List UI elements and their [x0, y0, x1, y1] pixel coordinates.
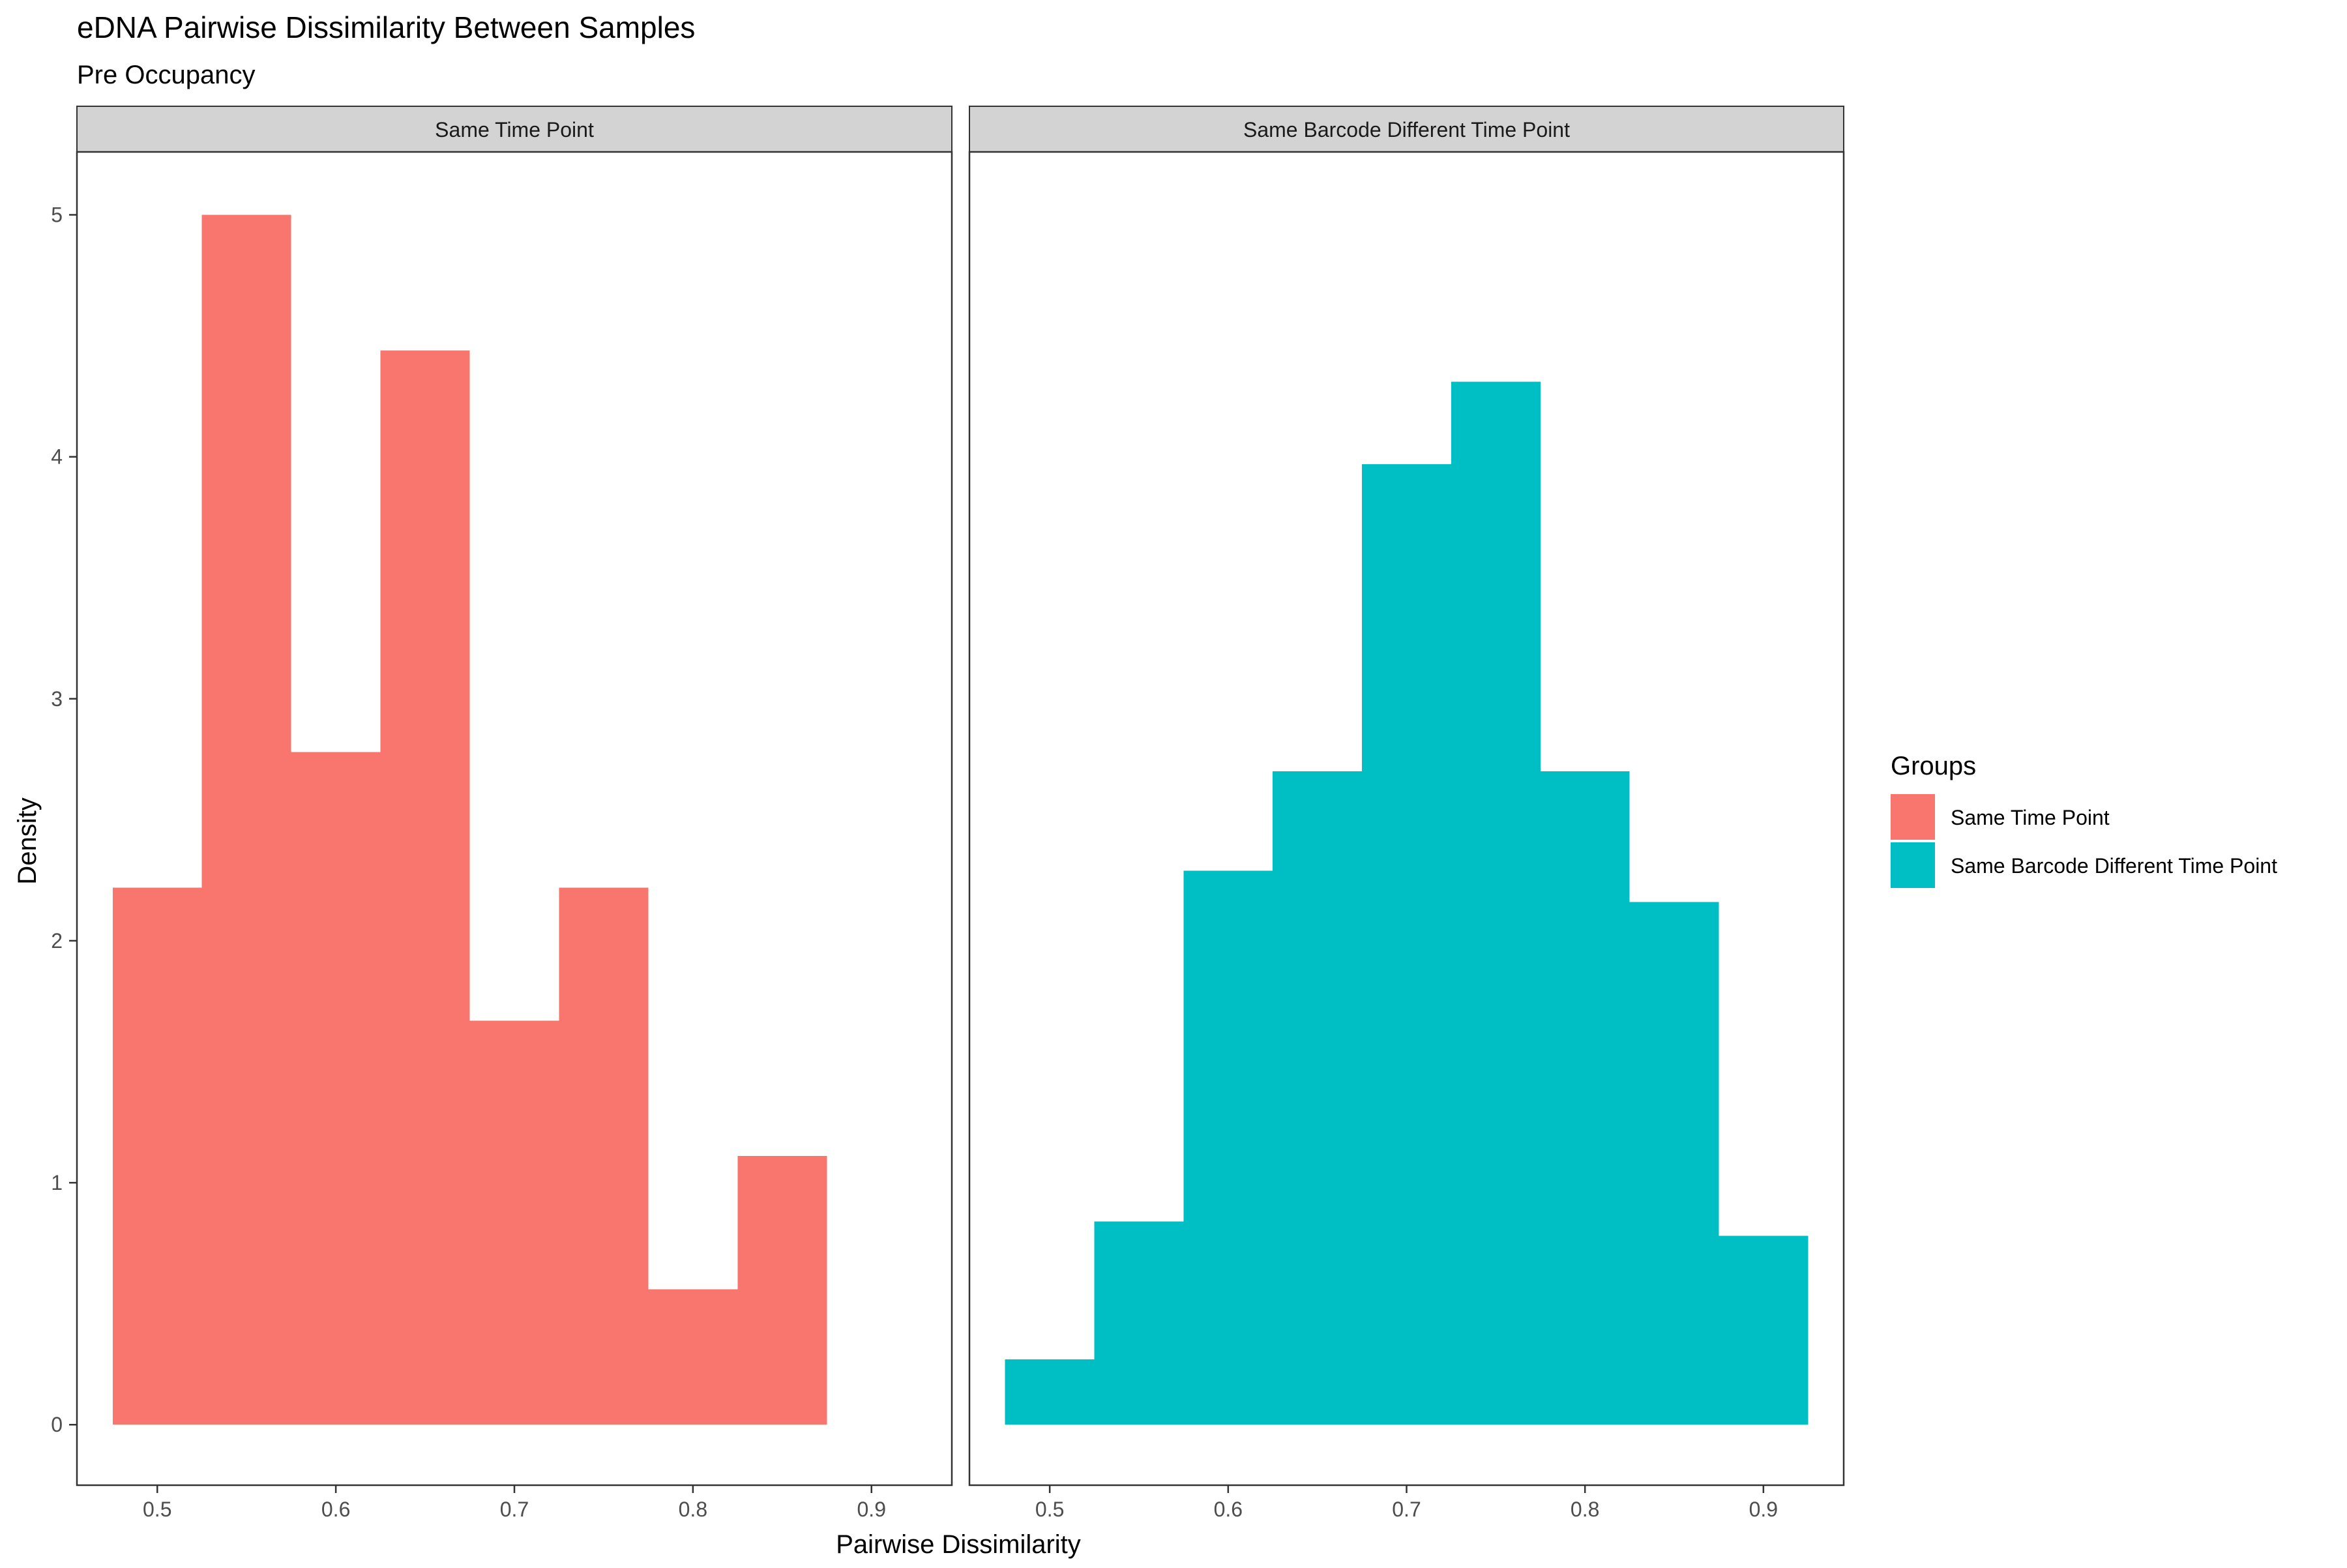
histogram-bar — [1094, 1221, 1184, 1425]
histogram-bar — [291, 752, 381, 1425]
histogram-bar — [380, 350, 470, 1425]
facet-strip-label: Same Barcode Different Time Point — [1243, 118, 1570, 141]
histogram-bar — [1183, 870, 1273, 1425]
legend-item: Same Barcode Different Time Point — [1891, 842, 2277, 888]
histogram-bar — [648, 1289, 738, 1425]
x-tick-label: 0.5 — [143, 1498, 171, 1521]
facet-strip-label: Same Time Point — [435, 118, 594, 141]
x-tick-label: 0.5 — [1035, 1498, 1064, 1521]
histogram-bar — [1005, 1359, 1095, 1425]
histogram-bar — [1451, 381, 1541, 1425]
legend-swatch — [1891, 794, 1935, 840]
histogram-bar — [1273, 771, 1363, 1425]
legend: Groups Same Time Point Same Barcode Diffe… — [1891, 752, 2277, 888]
y-tick-label: 1 — [51, 1171, 63, 1194]
histogram-bar — [1629, 902, 1719, 1425]
histogram-bar — [1719, 1235, 1808, 1425]
x-tick-label: 0.8 — [679, 1498, 707, 1521]
facet-strip — [969, 106, 1844, 153]
facet-strip — [76, 106, 952, 153]
y-tick-label: 5 — [51, 203, 63, 226]
histogram-bar — [737, 1156, 827, 1425]
x-tick-label: 0.6 — [321, 1498, 350, 1521]
y-tick-label: 4 — [51, 445, 63, 469]
legend-label: Same Time Point — [1951, 806, 2110, 829]
x-tick-label: 0.6 — [1214, 1498, 1243, 1521]
histogram-bar — [1362, 464, 1451, 1425]
facet-panel: Same Barcode Different Time Point 0.5 0.6 0… — [968, 106, 1845, 1521]
histogram-bar — [201, 214, 291, 1425]
x-axis-title: Pairwise Dissimilarity — [836, 1530, 1081, 1559]
y-axis-title: Density — [13, 797, 42, 884]
x-tick-label: 0.7 — [500, 1498, 529, 1521]
histogram-bar — [559, 887, 649, 1425]
facet-panel: Same Time Point 0.5 0.6 0.7 0.8 0.9 — [76, 106, 953, 1521]
x-tick-label: 0.9 — [1749, 1498, 1778, 1521]
histogram-bar — [469, 1020, 559, 1425]
y-tick-label: 3 — [51, 687, 63, 711]
legend-swatch — [1891, 842, 1935, 888]
legend-title: Groups — [1891, 752, 1976, 780]
legend-label: Same Barcode Different Time Point — [1951, 854, 2277, 878]
chart-title: eDNA Pairwise Dissimilarity Between Samp… — [77, 10, 695, 44]
histogram-bar — [112, 887, 202, 1425]
legend-item: Same Time Point — [1891, 794, 2110, 840]
x-tick-label: 0.9 — [857, 1498, 886, 1521]
x-tick-label: 0.7 — [1392, 1498, 1421, 1521]
chart-subtitle: Pre Occupancy — [77, 61, 255, 89]
x-tick-label: 0.8 — [1571, 1498, 1599, 1521]
histogram-bar — [1540, 771, 1630, 1425]
legend-entries: Same Time Point Same Barcode Different Ti… — [1891, 794, 2277, 888]
y-tick-label: 0 — [51, 1413, 63, 1436]
y-tick-label: 2 — [51, 929, 63, 953]
y-axis: 0 1 2 3 4 5 — [51, 203, 77, 1436]
